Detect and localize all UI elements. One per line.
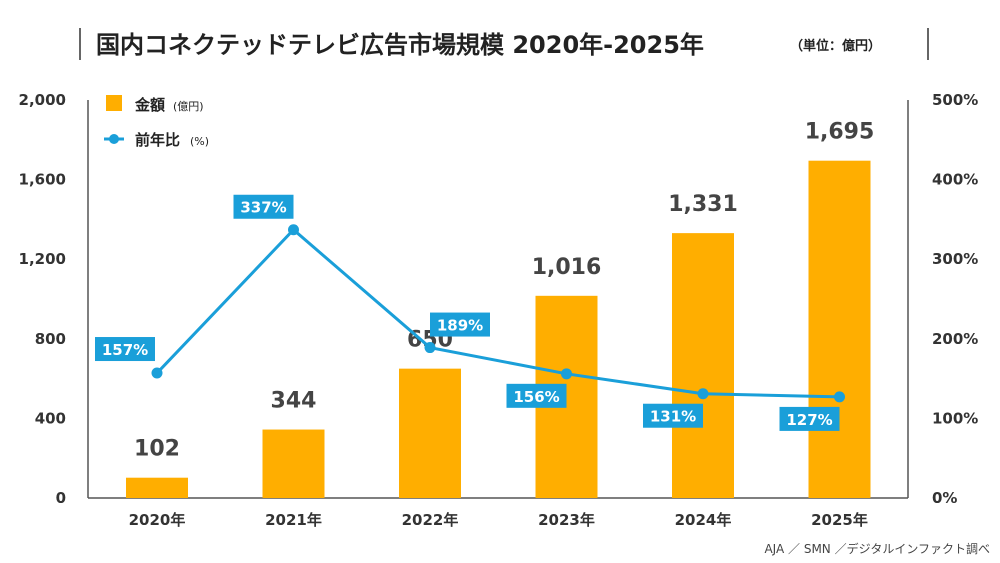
chart-title: 国内コネクテッドテレビ広告市場規模 2020年-2025年: [96, 31, 704, 59]
x-tick-label: 2020年: [129, 511, 186, 529]
bar-value-label: 344: [271, 389, 317, 414]
right-tick-label: 500%: [932, 91, 978, 109]
right-axis-ticks: 0% 100% 200% 300% 400% 500%: [932, 91, 978, 507]
x-axis-ticks: 2020年 2021年 2022年 2023年 2024年 2025年: [129, 511, 868, 529]
bar: [672, 233, 734, 499]
line-value-box: [233, 194, 294, 219]
line-value-box: [506, 383, 567, 408]
bar-value-label: 1,331: [668, 192, 738, 217]
legend-bar-unit: (億円): [173, 100, 204, 113]
legend-line-label: 前年比: [135, 131, 180, 149]
line-series: 157% 337% 189% 156% 131% 127%: [95, 194, 845, 431]
bar-value-label: 1,016: [532, 255, 602, 280]
source-note: AJA ／ SMN ／デジタルインファクト調べ: [764, 541, 990, 556]
left-tick-label: 1,200: [19, 250, 66, 268]
legend: 金額 (億円) 前年比 (%): [104, 95, 209, 149]
line-point: [697, 388, 709, 400]
bar-value-label: 1,695: [805, 120, 875, 145]
x-tick-label: 2021年: [265, 511, 322, 529]
bar: [262, 429, 325, 498]
right-tick-label: 100%: [932, 409, 978, 427]
bar-series: [126, 160, 871, 499]
line-value-box: [430, 312, 490, 337]
left-tick-label: 2,000: [19, 91, 66, 109]
bar-value-label: 102: [134, 437, 180, 462]
x-tick-label: 2024年: [675, 511, 732, 529]
bar: [808, 160, 871, 498]
line-value-label: 189%: [437, 317, 483, 335]
legend-line-dot: [109, 134, 119, 144]
line-path: [155, 227, 840, 399]
line-point: [561, 368, 572, 380]
line-value-box: [643, 403, 703, 428]
left-tick-label: 400: [35, 409, 66, 427]
legend-bar-swatch: [106, 95, 122, 111]
line-value-label: 131%: [650, 408, 696, 426]
line-value-box: [95, 337, 155, 362]
right-tick-label: 300%: [932, 250, 978, 268]
left-tick-label: 800: [35, 330, 66, 348]
legend-line-unit: (%): [190, 135, 209, 148]
x-tick-label: 2022年: [402, 511, 459, 529]
line-value-box: [779, 406, 840, 431]
legend-bar-label: 金額: [134, 96, 165, 114]
line-point: [288, 224, 299, 236]
left-tick-label: 0: [56, 489, 66, 507]
line-value-label: 156%: [513, 388, 559, 406]
line-value-label: 157%: [102, 341, 148, 359]
line-value-label: 337%: [240, 199, 286, 217]
line-point: [834, 391, 845, 403]
left-tick-label: 1,600: [19, 171, 66, 189]
line-value-label: 127%: [786, 411, 832, 429]
x-tick-label: 2023年: [538, 511, 595, 529]
line-point: [424, 342, 436, 354]
bar: [126, 477, 188, 498]
chart-unit: （単位：億円）: [790, 38, 881, 54]
bar: [399, 368, 461, 498]
right-tick-label: 200%: [932, 330, 978, 348]
left-axis-ticks: 0 400 800 1,200 1,600 2,000: [19, 91, 66, 507]
line-point: [151, 367, 163, 379]
right-tick-label: 400%: [932, 171, 978, 189]
x-tick-label: 2025年: [811, 511, 868, 529]
right-tick-label: 0%: [932, 489, 957, 507]
